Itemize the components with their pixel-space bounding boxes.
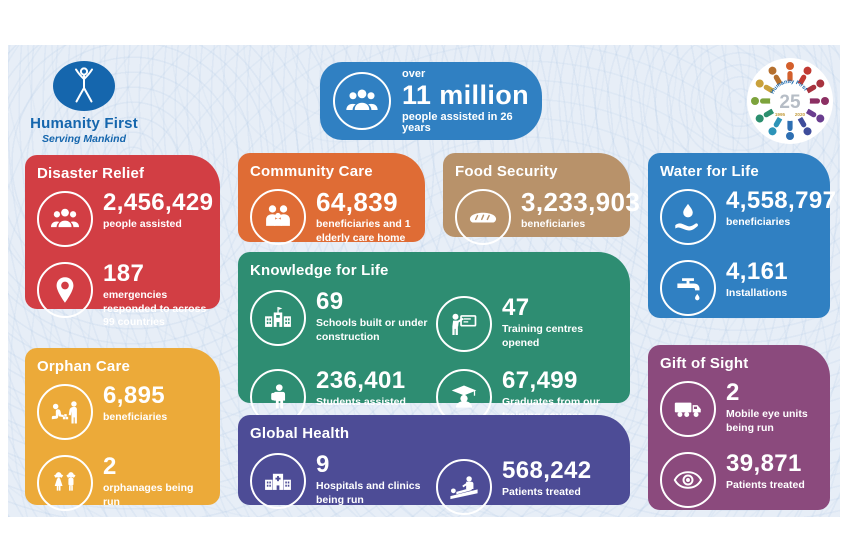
bread-icon xyxy=(455,189,511,245)
stat-label: Mobile eye units being run xyxy=(726,408,808,434)
card-title: Food Security xyxy=(455,163,558,180)
location-pin-icon xyxy=(37,262,93,318)
stat-label: beneficiaries and 1 elderly care home xyxy=(316,218,411,244)
card-global-health: Global Health 9 Hospitals and clinics be… xyxy=(238,415,630,515)
teacher-blackboard-icon xyxy=(436,296,492,352)
stat-value: 64,839 xyxy=(316,187,398,217)
headline-banner: over 11 million people assisted in 26 ye… xyxy=(320,62,542,140)
stat-label: Training centres opened xyxy=(502,323,584,349)
stat-label: people assisted xyxy=(103,218,182,230)
stat-beneficiaries: 4,558,797 beneficiaries xyxy=(660,189,836,245)
stat-label: Patients treated xyxy=(726,479,805,491)
stat-label: orphanages being run xyxy=(103,482,194,508)
stat-label: Patients treated xyxy=(502,486,581,498)
people-group-icon xyxy=(333,72,391,130)
stat-patients: 568,242 Patients treated xyxy=(436,459,618,515)
card-food-security: Food Security 3,233,903 beneficiaries xyxy=(443,153,640,245)
children-playing-icon xyxy=(37,384,93,440)
stat-value: 69 xyxy=(316,288,344,315)
stat-beneficiaries: 3,233,903 beneficiaries xyxy=(455,189,640,245)
stat-installations: 4,161 Installations xyxy=(660,260,818,316)
water-hand-icon xyxy=(660,189,716,245)
card-community-care: Community Care 64,839 beneficiaries and … xyxy=(238,153,425,245)
stat-value: 4,558,797 xyxy=(726,187,837,214)
stat-value: 47 xyxy=(502,294,530,321)
tap-icon xyxy=(660,260,716,316)
stat-hospitals: 9 Hospitals and clinics being run xyxy=(250,453,432,515)
card-title: Gift of Sight xyxy=(660,355,749,372)
card-disaster-relief: Disaster Relief 2,456,429 people assiste… xyxy=(25,155,220,328)
people-group-icon xyxy=(37,191,93,247)
card-gift-of-sight: Gift of Sight 2 Mobile eye units being r… xyxy=(648,345,830,510)
stat-value: 2 xyxy=(726,379,740,406)
anniversary-badge-icon: Humanity First 25 1995 2020 xyxy=(745,56,835,146)
card-knowledge-for-life: Knowledge for Life 69 Schools built or u… xyxy=(238,252,630,425)
banner-over-label: over xyxy=(402,67,426,80)
stat-label: Installations xyxy=(726,287,788,299)
stat-label: Students assisted xyxy=(316,396,406,408)
stat-value: 4,161 xyxy=(726,258,789,285)
card-title: Orphan Care xyxy=(37,358,131,375)
stat-value: 6,895 xyxy=(103,382,166,409)
stat-orphanages: 2 orphanages being run xyxy=(37,455,208,511)
stat-value: 9 xyxy=(316,451,330,478)
stat-value: 3,233,903 xyxy=(521,187,641,217)
eye-icon xyxy=(660,452,716,508)
humanity-first-logo: Humanity First Serving Mankind xyxy=(18,60,150,145)
stat-value: 236,401 xyxy=(316,367,406,394)
card-title: Knowledge for Life xyxy=(250,262,389,279)
banner-headline: 11 million xyxy=(402,79,530,110)
stat-value: 568,242 xyxy=(502,457,592,484)
stat-value: 67,499 xyxy=(502,367,578,394)
stat-label: Hospitals and clinics being run xyxy=(316,480,421,506)
stat-patients: 39,871 Patients treated xyxy=(660,452,818,508)
hospital-icon xyxy=(250,453,306,509)
stat-value: 2,456,429 xyxy=(103,189,214,216)
card-title: Disaster Relief xyxy=(37,165,145,182)
stat-schools: 69 Schools built or under construction xyxy=(250,290,432,352)
stat-label: Schools built or under construction xyxy=(316,317,428,343)
humanity-first-logo-icon xyxy=(18,60,150,112)
card-title: Community Care xyxy=(250,163,373,180)
card-water-for-life: Water for Life 4,558,797 beneficiaries 4… xyxy=(648,153,836,318)
stat-emergencies: 187 emergencies responded to across 99 c… xyxy=(37,262,208,330)
stat-value: 187 xyxy=(103,260,145,287)
stat-label: beneficiaries xyxy=(726,216,791,228)
logo-tagline: Serving Mankind xyxy=(41,133,126,145)
banner-caption: people assisted in 26 years xyxy=(402,110,513,134)
logo-name: Humanity First xyxy=(30,115,138,132)
badge-year-right: 2020 xyxy=(795,112,806,117)
truck-icon xyxy=(660,381,716,437)
stat-label: emergencies responded to across 99 count… xyxy=(103,289,207,329)
stat-label: beneficiaries xyxy=(521,218,586,230)
children-icon xyxy=(37,455,93,511)
stat-training-centres: 47 Training centres opened xyxy=(436,296,618,352)
stat-people-assisted: 2,456,429 people assisted xyxy=(37,191,213,247)
school-icon xyxy=(250,290,306,346)
stat-mobile-eye-units: 2 Mobile eye units being run xyxy=(660,381,818,437)
family-icon xyxy=(250,189,306,245)
badge-year-left: 1995 xyxy=(775,112,786,117)
stat-value: 2 xyxy=(103,453,117,480)
stat-beneficiaries: 6,895 beneficiaries xyxy=(37,384,208,440)
patient-bed-icon xyxy=(436,459,492,515)
stat-students: 236,401 Students assisted xyxy=(250,369,432,425)
badge-number: 25 xyxy=(779,92,801,113)
card-orphan-care: Orphan Care 6,895 beneficiaries xyxy=(25,348,220,511)
stat-value: 39,871 xyxy=(726,450,802,477)
card-title: Global Health xyxy=(250,425,350,442)
card-title: Water for Life xyxy=(660,163,759,180)
stat-label: beneficiaries xyxy=(103,411,168,423)
stat-beneficiaries: 64,839 beneficiaries and 1 elderly care … xyxy=(250,189,413,245)
